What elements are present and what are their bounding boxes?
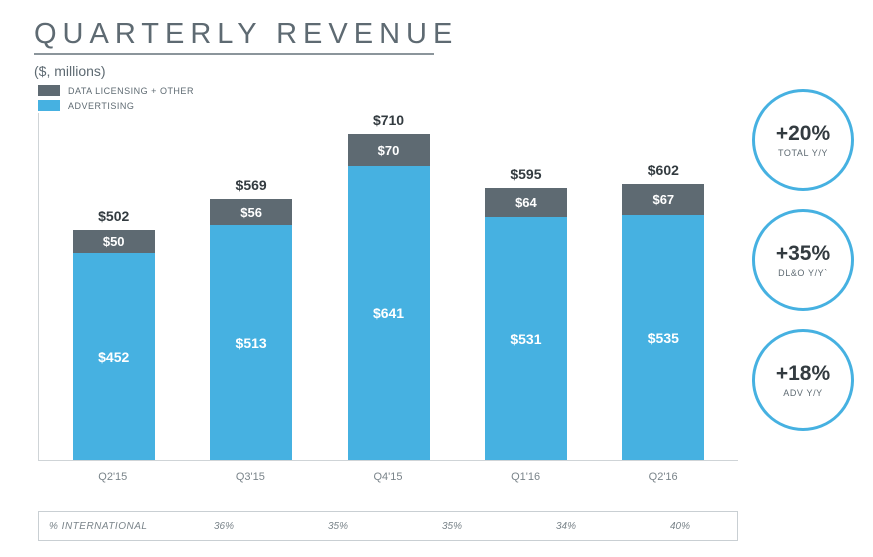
legend-item-data-licensing: DATA LICENSING + OTHER — [38, 85, 738, 96]
page-title: QUARTERLY REVENUE — [34, 18, 853, 51]
badge-sub: ADV Y/Y — [783, 388, 823, 398]
badge-dlo-yoy: +35% DL&O Y/Y` — [752, 209, 854, 311]
footer-cell: 36% — [167, 521, 281, 532]
bar-stack: $502 $452 $50 — [73, 230, 155, 460]
bar-group: $595 $531 $64 — [457, 188, 594, 460]
bar-value-data-licensing: $56 — [240, 205, 262, 220]
legend-swatch-advertising — [38, 100, 60, 111]
bar-value-advertising: $531 — [510, 331, 541, 347]
x-label: Q2'15 — [44, 471, 182, 483]
footer-cell: 34% — [509, 521, 623, 532]
badge-total-yoy: +20% TOTAL Y/Y — [752, 89, 854, 191]
bar-stack: $595 $531 $64 — [485, 188, 567, 460]
bar-segment-advertising: $641 — [348, 166, 430, 460]
bar-total-label: $710 — [348, 112, 430, 128]
x-label: Q1'16 — [457, 471, 595, 483]
bar-segment-data-licensing: $67 — [622, 184, 704, 215]
bar-total-label: $502 — [73, 208, 155, 224]
bar-total-label: $595 — [485, 166, 567, 182]
bar-segment-advertising: $513 — [210, 225, 292, 460]
footer-cells: 36% 35% 35% 34% 40% — [167, 521, 737, 532]
x-axis-labels: Q2'15 Q3'15 Q4'15 Q1'16 Q2'16 — [38, 461, 738, 483]
bar-group: $602 $535 $67 — [595, 184, 732, 460]
bar-value-data-licensing: $70 — [378, 143, 400, 158]
footer-label: % INTERNATIONAL — [39, 521, 167, 532]
legend-label-data-licensing: DATA LICENSING + OTHER — [68, 86, 194, 96]
badge-pct: +20% — [776, 122, 830, 146]
bar-total-label: $602 — [622, 162, 704, 178]
badge-pct: +18% — [776, 362, 830, 386]
x-label: Q4'15 — [319, 471, 457, 483]
bar-stack: $602 $535 $67 — [622, 184, 704, 460]
bar-value-data-licensing: $50 — [103, 234, 125, 249]
title-underline — [34, 53, 434, 55]
legend-swatch-data-licensing — [38, 85, 60, 96]
x-label: Q3'15 — [182, 471, 320, 483]
bar-value-advertising: $513 — [236, 335, 267, 351]
bar-segment-advertising: $452 — [73, 253, 155, 460]
bar-value-advertising: $641 — [373, 305, 404, 321]
badges-column: +20% TOTAL Y/Y +35% DL&O Y/Y` +18% ADV Y… — [752, 89, 854, 431]
badge-sub: DL&O Y/Y` — [778, 268, 828, 278]
badge-sub: TOTAL Y/Y — [778, 148, 828, 158]
footer-cell: 40% — [623, 521, 737, 532]
bar-segment-advertising: $535 — [622, 215, 704, 460]
bar-stack: $569 $513 $56 — [210, 199, 292, 460]
bar-segment-advertising: $531 — [485, 217, 567, 460]
legend: DATA LICENSING + OTHER ADVERTISING — [38, 85, 738, 111]
chart-area: $502 $452 $50 $569 $513 $56 $710 $641 $7… — [38, 113, 738, 461]
legend-item-advertising: ADVERTISING — [38, 100, 738, 111]
x-label: Q2'16 — [594, 471, 732, 483]
bar-value-advertising: $452 — [98, 349, 129, 365]
bar-segment-data-licensing: $70 — [348, 134, 430, 166]
badge-pct: +35% — [776, 242, 830, 266]
footer-table: % INTERNATIONAL 36% 35% 35% 34% 40% — [38, 511, 738, 541]
chart-column: DATA LICENSING + OTHER ADVERTISING $502 … — [34, 85, 738, 541]
legend-label-advertising: ADVERTISING — [68, 101, 134, 111]
bar-group: $502 $452 $50 — [45, 230, 182, 460]
bar-group: $710 $641 $70 — [320, 134, 457, 460]
bar-total-label: $569 — [210, 177, 292, 193]
badge-adv-yoy: +18% ADV Y/Y — [752, 329, 854, 431]
bar-segment-data-licensing: $50 — [73, 230, 155, 253]
bar-value-data-licensing: $64 — [515, 195, 537, 210]
subtitle: ($, millions) — [34, 63, 853, 79]
bar-value-advertising: $535 — [648, 330, 679, 346]
bar-segment-data-licensing: $56 — [210, 199, 292, 225]
bar-segment-data-licensing: $64 — [485, 188, 567, 217]
bar-stack: $710 $641 $70 — [348, 134, 430, 460]
footer-cell: 35% — [281, 521, 395, 532]
footer-cell: 35% — [395, 521, 509, 532]
bar-value-data-licensing: $67 — [652, 192, 674, 207]
content-row: DATA LICENSING + OTHER ADVERTISING $502 … — [34, 85, 853, 541]
bar-group: $569 $513 $56 — [182, 199, 319, 460]
